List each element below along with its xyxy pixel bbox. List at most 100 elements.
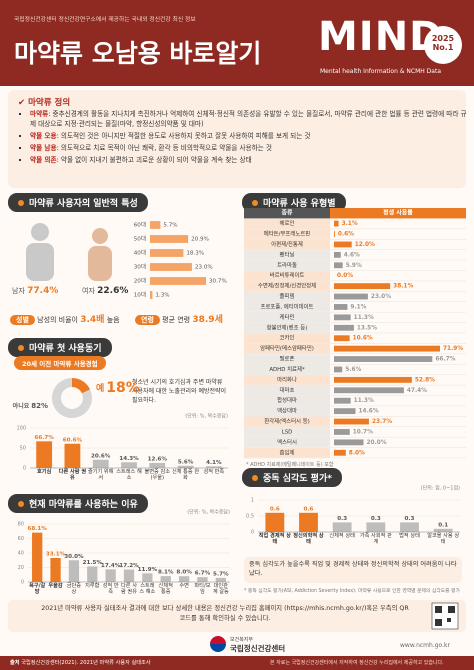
bar [265, 512, 285, 532]
x-tick-label: 다른 사람 권유 [58, 469, 87, 481]
bar [366, 522, 386, 532]
age-summary: 연령 평균 연령 38.9세 [135, 312, 223, 325]
bar [334, 408, 356, 415]
row-label: 액상대마 [277, 407, 297, 415]
row-label: 흡입제 [280, 448, 295, 456]
x-tick-label: 우울감 [48, 583, 63, 589]
female-body [88, 246, 112, 281]
value-label: 47.4% [407, 388, 427, 394]
name-cell [244, 354, 330, 364]
bar [177, 465, 194, 468]
tagline: Mental health Information & NCMH Data [320, 68, 441, 75]
badge: 연령 [135, 315, 160, 325]
row-label: 엑스터시 [277, 438, 297, 446]
name-cell [244, 427, 330, 437]
value-label: 60.6% [63, 437, 83, 443]
row-label: 메타돈/부프레노르핀 [264, 230, 310, 238]
info-box [8, 600, 466, 632]
definition-list: 마약류: 중추신경계의 활동을 지나치게 촉진하거나 억제하여 신체적·정신적 … [20, 110, 468, 167]
mean-age: 38.9세 [192, 315, 223, 325]
row-label: 대마초 [280, 386, 295, 394]
bar [334, 418, 369, 425]
y-tick-label: 0 [251, 530, 254, 536]
pie-slice [72, 378, 91, 394]
name-cell [244, 302, 330, 312]
name-cell [244, 239, 330, 250]
bar [334, 283, 391, 290]
value-label: 5.6% [178, 459, 194, 465]
table-header-cell [330, 208, 466, 219]
row-label: 필로폰 [280, 356, 295, 363]
value-label: 0.3 [337, 516, 347, 522]
table-header: 평생 사용률 [383, 209, 413, 217]
value-label: 8.0% [176, 570, 192, 576]
row-label: 40대 [134, 249, 146, 257]
bar [334, 376, 412, 383]
x-tick-label: 호기심 [36, 469, 52, 475]
severity-footnote: * 중독 심각도 평가(ASI, Addiction Severity Inde… [244, 589, 460, 594]
name-cell [244, 291, 330, 302]
x-tick-label: 알코올 사용 상태 [427, 533, 460, 545]
row-label: 졸피뎀 [280, 292, 295, 300]
female-label: 여자 [82, 287, 95, 295]
y-tick-label: 60 [18, 536, 24, 542]
x-tick-label: 다른 사람 권유 [121, 583, 137, 595]
name-cell [244, 343, 330, 354]
bar [142, 573, 153, 582]
value-label: 0.3 [371, 516, 381, 522]
value-label: 52.8% [415, 377, 435, 383]
bar [150, 263, 192, 271]
value-label: 30.7% [209, 279, 227, 285]
x-tick-label: 가족 사회적 관계 [359, 533, 392, 545]
value-label: 17.4% [101, 563, 121, 569]
bar [334, 262, 343, 269]
row-label: 마리화나 [277, 375, 297, 383]
value-label: 4.1% [206, 460, 222, 466]
bar [123, 569, 135, 582]
people-illustration [26, 223, 112, 281]
row-label: LSD [282, 429, 293, 435]
value-label: 5.7% [213, 571, 229, 577]
qr-block [447, 618, 451, 622]
definition-item: 약물 남용: 의도적으로 치료 목적이 아닌 쾌락, 환각 등 비의학적으로 약… [30, 144, 468, 154]
x-tick-label: 스트레스 해소 [116, 469, 142, 481]
logo-mark [210, 636, 226, 652]
term-text: : 의도적으로 치료 목적이 아닌 쾌락, 환각 등 비의학적으로 약물을 사용… [56, 143, 272, 152]
row-label: 암페타민(메스암페타민) [260, 344, 314, 352]
first-use-text: 청소년 시기의 호기심과 주변 마약류 사용자에 대한 노출관리와 예방전략이 … [132, 379, 227, 404]
value-label: 17.2% [119, 563, 139, 569]
definition-item: 약물 오용: 의도적인 것은 아니지만 적절한 용도로 사용하지 못하고 잘못 … [30, 132, 468, 142]
summary-text: 평균 연령 [162, 316, 191, 324]
bar [334, 356, 433, 362]
value-label: 11.3% [354, 398, 374, 404]
qr-block [435, 606, 442, 613]
name-cell [244, 364, 330, 375]
bar [299, 512, 318, 532]
name-cell [244, 322, 330, 333]
bar [334, 449, 346, 456]
name-cell [244, 250, 330, 260]
value-label: 33.1% [46, 552, 66, 558]
slice-label: 예 18% [96, 380, 140, 396]
value-label: 14.3% [119, 456, 139, 462]
bar [150, 221, 161, 229]
value-label: 5.7% [163, 223, 177, 229]
value-label: 21.5% [83, 560, 103, 566]
row-label: 펜타닐 [280, 250, 295, 258]
value-label: 14.6% [359, 409, 379, 415]
x-tick-label: 지루함 [85, 583, 100, 589]
row-label: 헤로인 [280, 219, 295, 227]
row-label: 항불안제(벤조 등) [267, 323, 308, 331]
definition-title-text: 마약류 정의 [28, 98, 71, 108]
bar [178, 576, 190, 582]
bar [334, 335, 350, 342]
bar [334, 251, 341, 258]
header-band [0, 0, 474, 86]
severity-text: 중독 심각도가 높을수록 직업 및 경제적 상태와 정신의학적 상태의 어려움이… [244, 557, 462, 583]
value-label: 23.0% [371, 294, 391, 300]
value-label: 20.6% [91, 453, 111, 459]
name-cell [244, 333, 330, 344]
name-cell [244, 385, 330, 396]
name-cell [244, 447, 330, 458]
